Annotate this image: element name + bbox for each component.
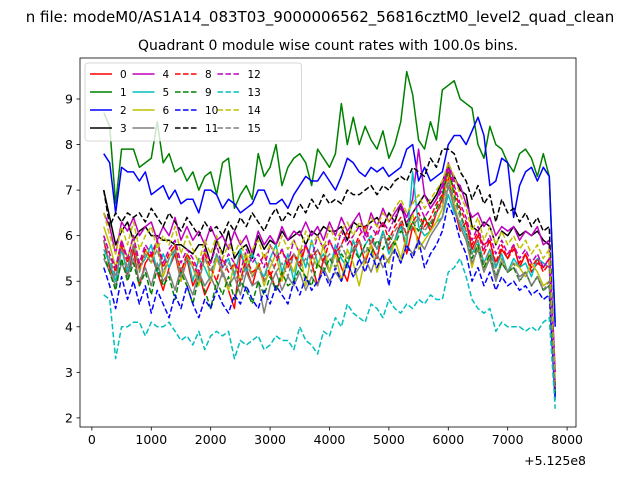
y-tick-label: 4	[65, 319, 73, 334]
x-offset-label: +5.125e8	[524, 453, 586, 468]
series-line-1	[103, 70, 556, 323]
legend-item-4: 4	[132, 69, 170, 81]
legend-item-6: 6	[132, 105, 170, 117]
legend-item-0: 0	[90, 69, 127, 81]
legend-item-5: 5	[132, 87, 170, 99]
y-tick-label: 3	[65, 365, 73, 380]
legend-label: 13	[248, 87, 261, 99]
legend-label: 4	[163, 69, 170, 81]
legend-box	[84, 62, 302, 142]
figure-suptitle: n file: modeM0/AS1A14_083T03_9000006562_…	[26, 8, 615, 27]
y-tick-label: 8	[65, 137, 73, 152]
legend-item-8: 8	[175, 69, 212, 81]
chart-title: Quadrant 0 module wise count rates with …	[138, 38, 518, 54]
x-axis: 0 1000 2000 3000 4000 5000 6000 7000 8000	[88, 427, 583, 447]
legend-label: 14	[248, 105, 262, 117]
legend-label: 0	[120, 69, 127, 81]
legend-label: 1	[120, 87, 127, 99]
y-tick-label: 2	[65, 410, 73, 425]
x-tick-label: 8000	[551, 432, 583, 447]
legend-item-13: 13	[217, 87, 261, 99]
x-tick-label: 0	[88, 432, 96, 447]
series-line-2	[103, 116, 556, 327]
legend-item-12: 12	[217, 69, 261, 81]
series-line-7	[103, 184, 556, 400]
series-line-15	[103, 180, 556, 391]
axes-frame	[79, 57, 577, 428]
series-line-10	[103, 203, 556, 400]
legend-label: 7	[163, 123, 170, 135]
legend-item-11: 11	[175, 123, 218, 135]
legend-label: 12	[248, 69, 261, 81]
series-line-12	[103, 166, 556, 387]
legend-item-3: 3	[90, 123, 127, 135]
legend-label: 2	[120, 105, 127, 117]
legend-label: 3	[120, 123, 127, 135]
x-tick-label: 1000	[135, 432, 167, 447]
x-tick-label: 3000	[254, 432, 286, 447]
legend-label: 8	[205, 69, 212, 81]
legend-item-14: 14	[217, 105, 262, 117]
legend-item-7: 7	[132, 123, 170, 135]
legend-item-1: 1	[90, 87, 127, 99]
legend-item-10: 10	[175, 105, 218, 117]
x-tick-label: 6000	[432, 432, 464, 447]
legend-label: 5	[163, 87, 170, 99]
series-line-9	[103, 166, 556, 396]
legend-label: 6	[163, 105, 170, 117]
x-tick-label: 5000	[373, 432, 405, 447]
y-tick-label: 7	[65, 183, 73, 198]
y-tick-label: 9	[65, 92, 73, 107]
legend-label: 15	[248, 123, 261, 135]
series-line-11	[103, 148, 556, 387]
y-tick-label: 6	[65, 228, 73, 243]
legend-label: 10	[205, 105, 218, 117]
series-line-4	[103, 148, 556, 373]
legend-item-9: 9	[175, 87, 212, 99]
x-tick-label: 7000	[492, 432, 524, 447]
y-tick-label: 5	[65, 274, 73, 289]
legend-item-2: 2	[90, 105, 127, 117]
series-line-14	[103, 162, 556, 382]
series-line-13	[103, 257, 556, 409]
series-layer	[103, 70, 556, 409]
y-axis: 2 3 4 5 6 7 8 9	[65, 92, 80, 425]
x-tick-label: 2000	[195, 432, 227, 447]
x-tick-label: 4000	[314, 432, 346, 447]
legend-item-15: 15	[217, 123, 261, 135]
series-line-3	[103, 166, 556, 396]
legend-label: 9	[205, 87, 212, 99]
legend-label: 11	[205, 123, 218, 135]
